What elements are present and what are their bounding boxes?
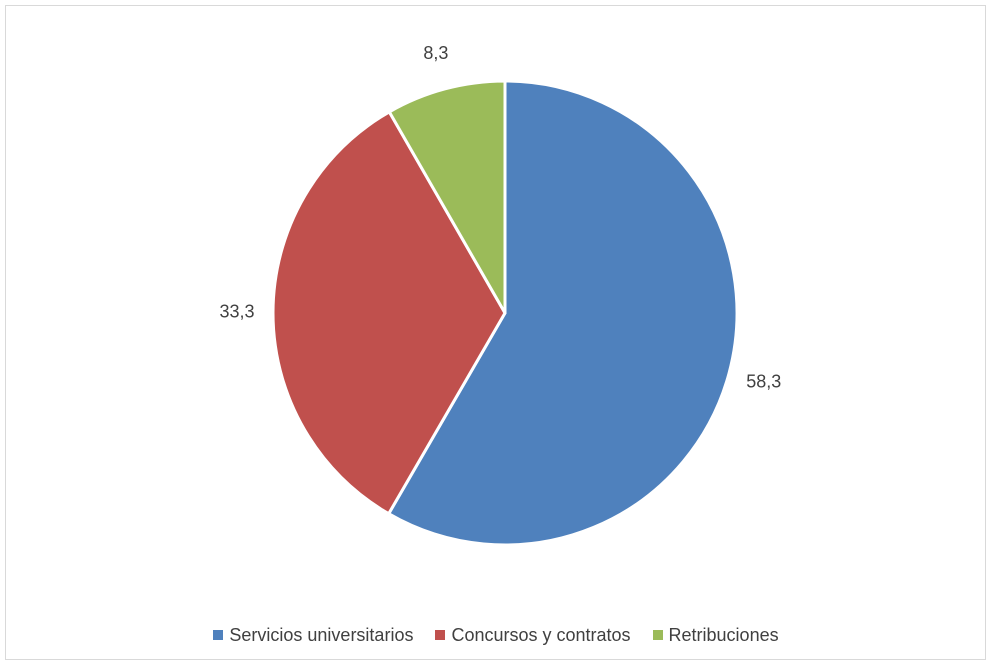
legend-swatch-retribuciones [652, 630, 663, 640]
legend-entry-retribuciones: Retribuciones [652, 624, 779, 646]
legend-swatch-concursos-y-contratos [435, 630, 446, 640]
data-label-servicios-universitarios: 58,3 [746, 371, 781, 391]
data-labels: 58,3 33,3 8,3 [219, 43, 781, 391]
legend-entry-servicios-universitarios: Servicios universitarios [213, 625, 413, 646]
data-label-retribuciones: 8,3 [423, 43, 448, 63]
legend-label-concursos-y-contratos: Concursos y contratos [451, 624, 631, 645]
data-label-concursos-y-contratos: 33,3 [219, 301, 254, 321]
pie-slices [271, 79, 739, 547]
legend-label-retribuciones: Retribuciones [668, 624, 779, 645]
pie-slice-servicios-universitarios [387, 79, 739, 547]
pie-slice-retribuciones [387, 79, 507, 315]
legend: Servicios universitarios Concursos y con… [0, 622, 992, 648]
legend-label-servicios-universitarios: Servicios universitarios [229, 624, 414, 645]
legend-entry-concursos-y-contratos: Concursos y contratos [435, 624, 631, 646]
legend-swatch-servicios-universitarios [213, 630, 224, 640]
